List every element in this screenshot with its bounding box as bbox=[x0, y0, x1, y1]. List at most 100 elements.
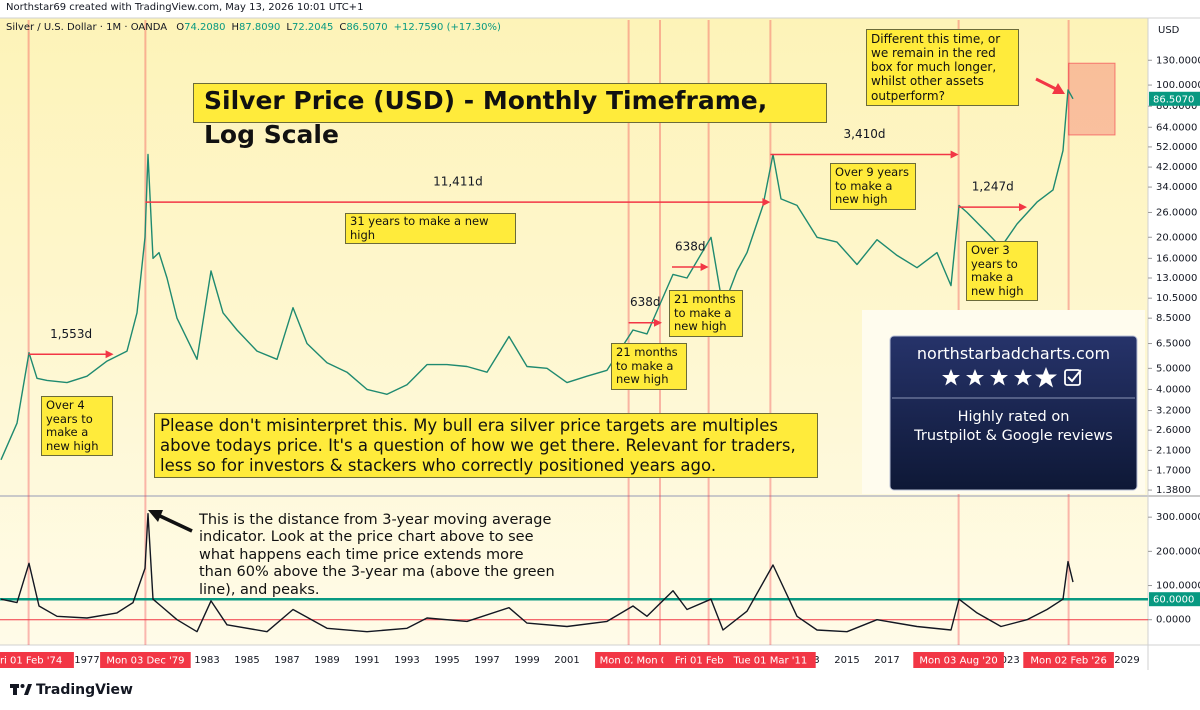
red-box bbox=[1068, 62, 1116, 136]
star bbox=[942, 369, 960, 386]
currency-label: USD bbox=[1158, 25, 1180, 36]
x-tick-label: 1993 bbox=[394, 655, 419, 666]
y-tick-label: 80.0000 bbox=[1156, 101, 1197, 112]
range-label: 3,410d bbox=[844, 127, 886, 141]
annotation: Over 9 years to make a new high bbox=[830, 163, 916, 210]
range-label: 638d bbox=[630, 295, 661, 309]
event-tag bbox=[0, 652, 74, 668]
check-box bbox=[1064, 369, 1081, 386]
footer-brand: TradingView bbox=[36, 682, 133, 698]
star bbox=[990, 369, 1008, 386]
indicator-note: This is the distance from 3-year moving … bbox=[199, 512, 555, 598]
range-label: 1,247d bbox=[972, 180, 1014, 194]
x-tick-label: 1991 bbox=[354, 655, 379, 666]
x-tick-label: 2015 bbox=[834, 655, 859, 666]
y2-tick-label: 0.0000 bbox=[1156, 615, 1191, 626]
arrow-head bbox=[1052, 83, 1065, 94]
logo-part bbox=[24, 684, 32, 695]
event-tag bbox=[100, 652, 191, 668]
credit-line: Northstar69 created with TradingView.com… bbox=[6, 2, 364, 13]
annotation: 31 years to make a new high bbox=[345, 213, 516, 245]
range-arrow bbox=[762, 198, 771, 207]
ohlc-value: 74.2080 bbox=[184, 22, 226, 33]
y-tick-label: 1.7000 bbox=[1156, 465, 1191, 476]
event-tag bbox=[725, 652, 816, 668]
arrow-head bbox=[148, 510, 163, 522]
y2-tick-label: 200.0000 bbox=[1156, 546, 1200, 557]
star bbox=[966, 369, 984, 386]
x-tick-label: 2023 bbox=[994, 655, 1019, 666]
y2-tick-label: 100.0000 bbox=[1156, 581, 1200, 592]
reference-tag bbox=[1149, 592, 1200, 607]
y2-tick-label: 300.0000 bbox=[1156, 512, 1200, 523]
symbol: Silver / U.S. Dollar · 1M · OANDA bbox=[6, 22, 168, 33]
banner-line: Highly rated on bbox=[957, 409, 1070, 425]
x-tick-label: 1977 bbox=[74, 655, 99, 666]
x-tick-label: 1997 bbox=[474, 655, 499, 666]
annotation: Different this time, or we remain in the… bbox=[866, 29, 1019, 106]
range-label: 1,553d bbox=[50, 327, 92, 341]
x-tick-label: 1989 bbox=[314, 655, 339, 666]
event-tag bbox=[913, 652, 1004, 668]
event-label: Mon 03 A bbox=[636, 656, 683, 667]
price-tag bbox=[1149, 91, 1200, 106]
x-tick-label: 2001 bbox=[554, 655, 579, 666]
data-layer: 130.0000 100.0000 80.0000 64.0000 52.0000 42.… bbox=[0, 55, 1200, 668]
ohlc-value: 72.2045 bbox=[291, 22, 334, 33]
background-layer bbox=[27, 20, 1116, 645]
ohlc-key: O bbox=[176, 22, 185, 33]
event-label: Mon 03 Dec '79 bbox=[106, 656, 184, 667]
annotation: 21 months to make a new high bbox=[669, 290, 743, 337]
star bbox=[1014, 369, 1032, 386]
y-tick-label: 2.6000 bbox=[1156, 425, 1191, 436]
event-label: Tue 01 Mar '11 bbox=[733, 656, 808, 667]
event-label: Fri 01 Feb '08 bbox=[675, 656, 742, 667]
range-arrow bbox=[654, 318, 662, 327]
ohlc-value: 87.8090 bbox=[239, 22, 281, 33]
reference-label: 60.0000 bbox=[1153, 595, 1194, 606]
pointer-arrow bbox=[159, 514, 193, 533]
y-tick-label: 100.0000 bbox=[1156, 80, 1200, 91]
y-tick-label: 20.0000 bbox=[1156, 232, 1197, 243]
stars bbox=[942, 367, 1057, 388]
range-label: 11,411d bbox=[433, 175, 483, 189]
ohlc-key: C bbox=[339, 22, 347, 33]
y-tick-label: 10.5000 bbox=[1156, 293, 1197, 304]
price-line bbox=[0, 89, 1074, 461]
y-tick-label: 16.0000 bbox=[1156, 253, 1197, 264]
price-tag-label: 86.5070 bbox=[1153, 94, 1194, 105]
event-tag bbox=[1023, 652, 1114, 668]
y-tick-label: 4.0000 bbox=[1156, 384, 1191, 395]
change: +12.7590 (+17.30%) bbox=[393, 22, 501, 33]
pointer-arrow bbox=[1035, 77, 1059, 92]
range-label: 638d bbox=[675, 240, 706, 254]
annotation: Over 3 years to make a new high bbox=[966, 241, 1038, 302]
x-tick-label: 1995 bbox=[434, 655, 459, 666]
range-arrow bbox=[950, 150, 959, 159]
x-tick-label: 1987 bbox=[274, 655, 299, 666]
ohlc-value: 86.5070 bbox=[346, 22, 388, 33]
indicator-line bbox=[0, 513, 1074, 633]
y-tick-label: 1.3800 bbox=[1156, 485, 1191, 496]
range-arrow bbox=[700, 263, 709, 272]
range-arrow bbox=[105, 350, 114, 359]
range-arrow bbox=[1019, 203, 1027, 212]
x-tick-label: 2029 bbox=[1114, 655, 1139, 666]
y-tick-label: 130.0000 bbox=[1156, 55, 1200, 66]
star bbox=[1035, 367, 1057, 388]
annotation: Please don't misinterpret this. My bull … bbox=[154, 413, 818, 479]
logo-part bbox=[20, 684, 25, 688]
annotation: 21 months to make a new high bbox=[611, 343, 687, 390]
event-label: Mon 02 Feb bbox=[600, 656, 658, 667]
ohlc-key: L bbox=[286, 22, 292, 33]
y-tick-label: 2.1000 bbox=[1156, 445, 1191, 456]
y-tick-label: 13.0000 bbox=[1156, 273, 1197, 284]
y-tick-label: 64.0000 bbox=[1156, 122, 1197, 133]
x-tick-label: 2017 bbox=[874, 655, 899, 666]
event-label: Fri 01 Feb '74 bbox=[0, 656, 62, 667]
logo-part bbox=[13, 684, 17, 695]
check-mark bbox=[1067, 369, 1082, 383]
banner-line: Trustpilot & Google reviews bbox=[914, 428, 1113, 444]
event-label: Mon 02 Feb '26 bbox=[1030, 656, 1107, 667]
x-tick-label: 1983 bbox=[194, 655, 219, 666]
